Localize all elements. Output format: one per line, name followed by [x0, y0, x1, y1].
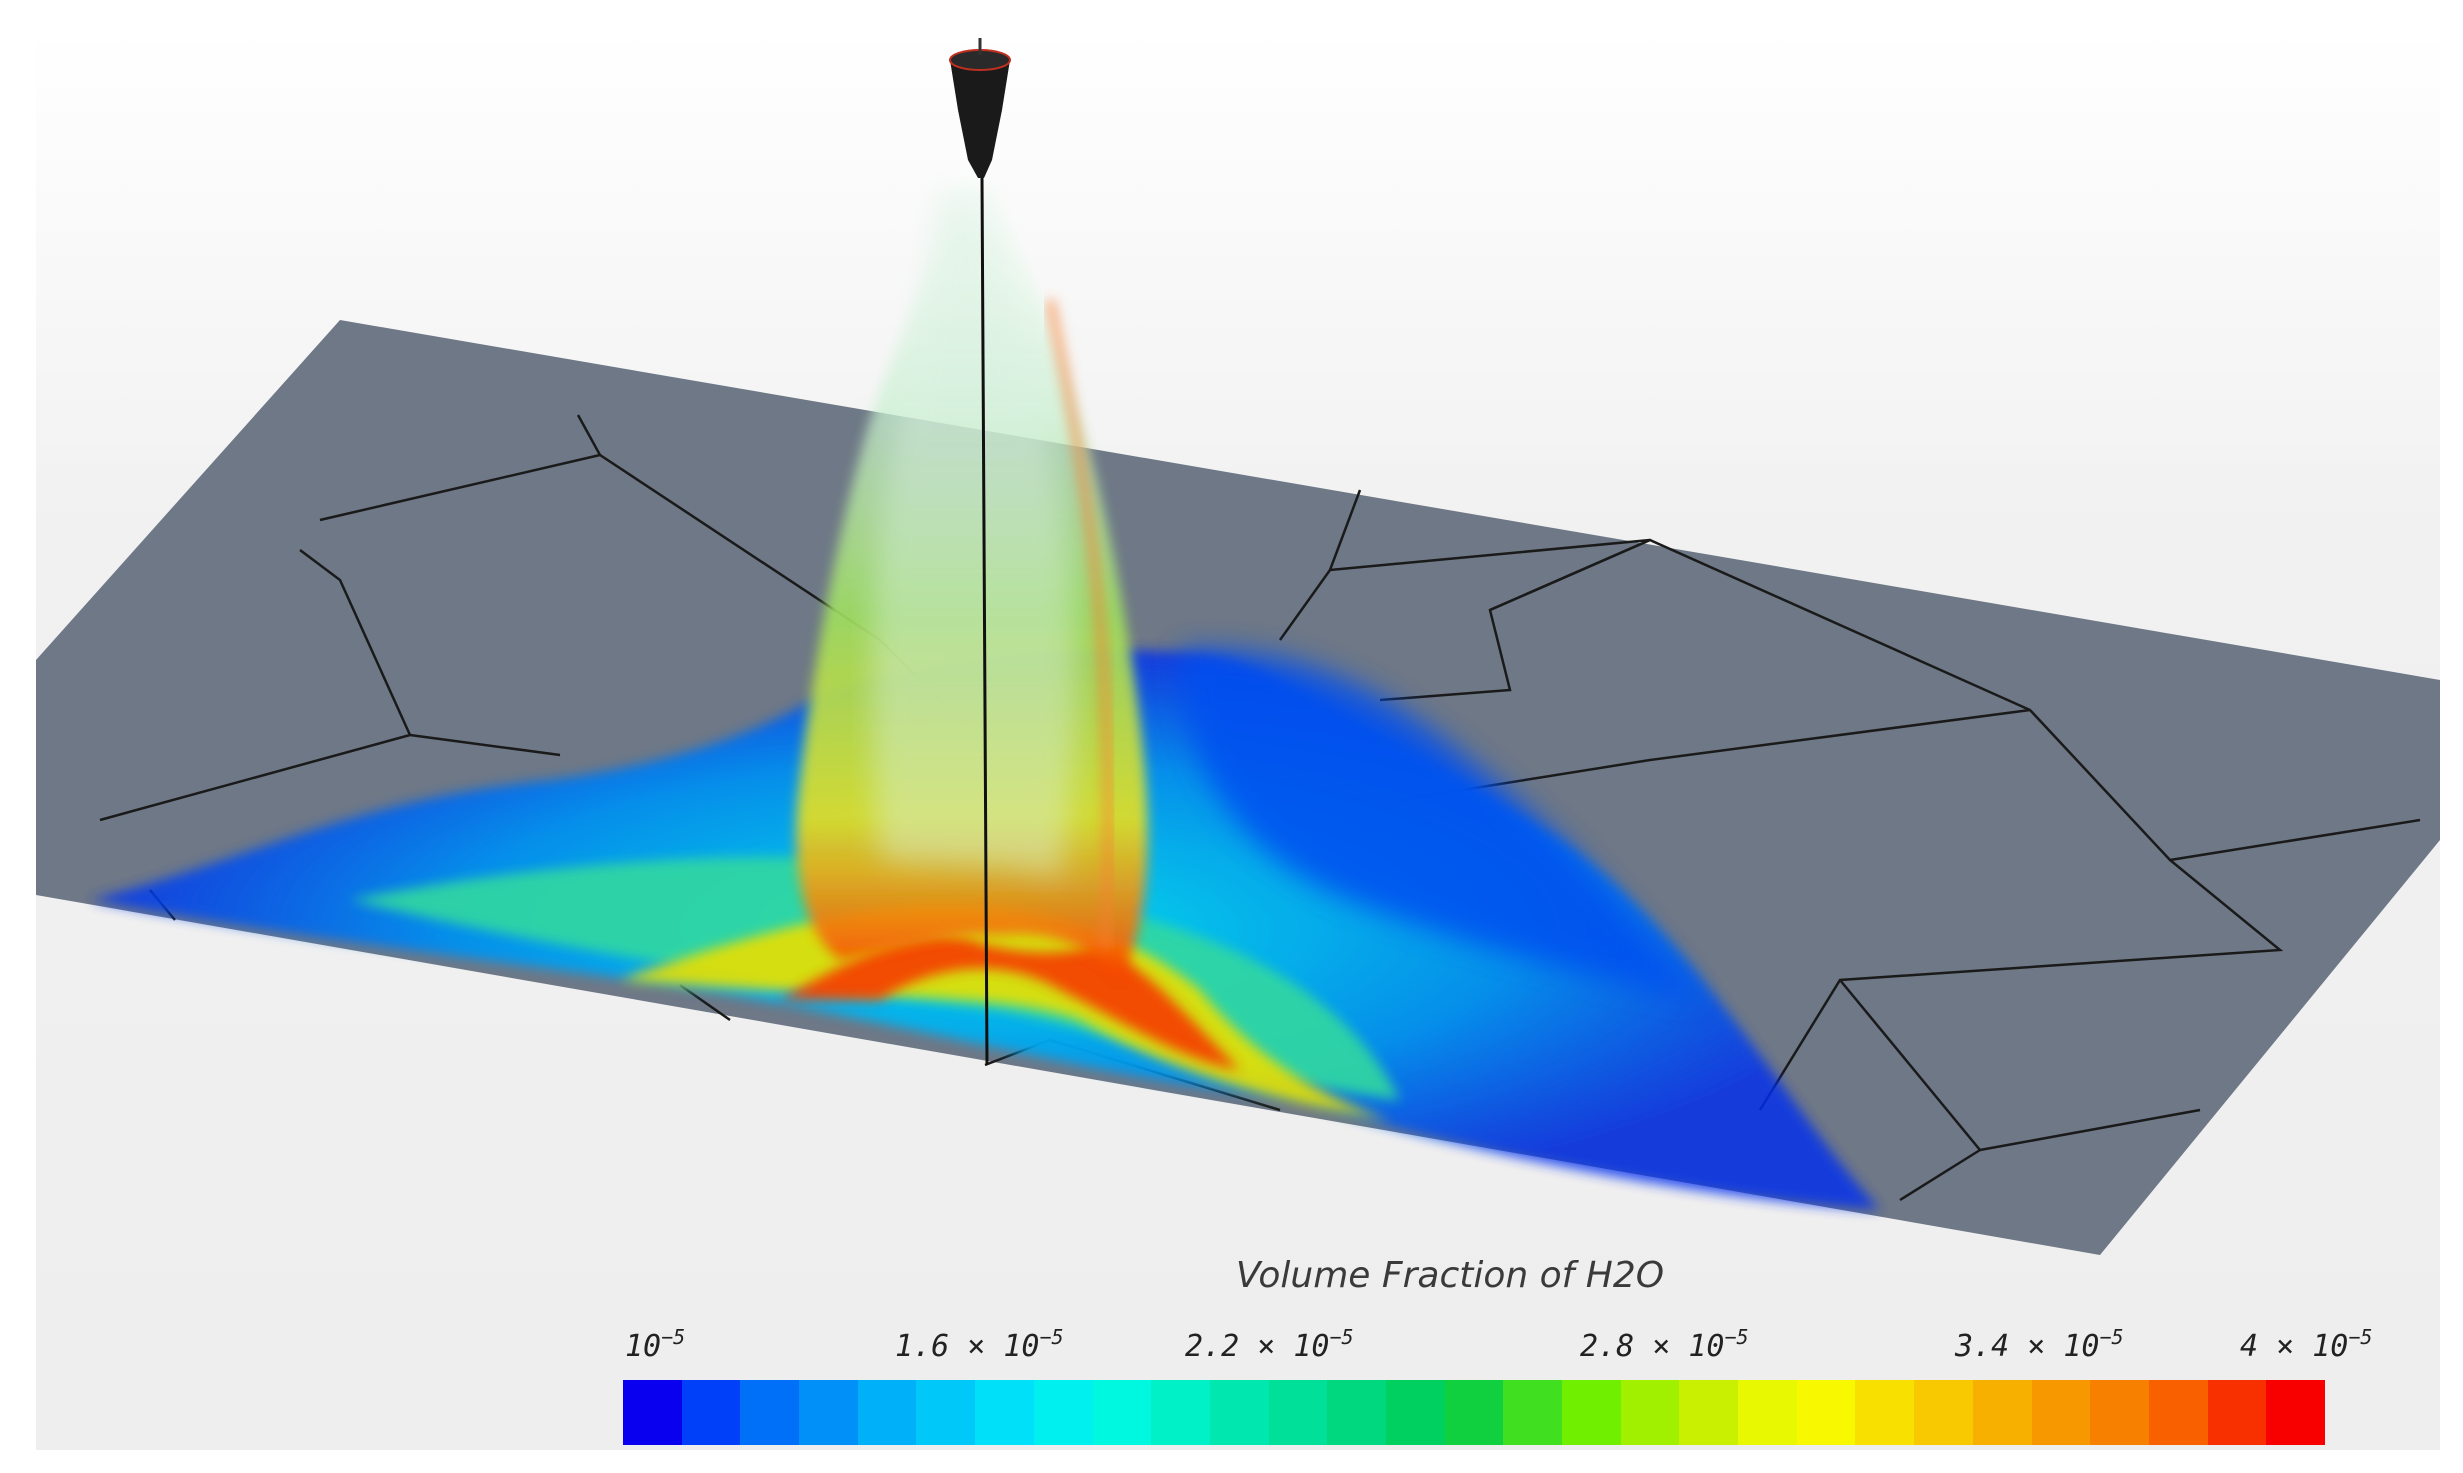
colorbar-swatch	[1444, 1380, 1504, 1445]
nozzle	[949, 38, 1011, 178]
colorbar-swatch	[1562, 1380, 1621, 1445]
colorbar-swatch	[1385, 1380, 1445, 1445]
colorbar-swatch	[975, 1380, 1034, 1445]
spray-plume	[796, 170, 1148, 980]
colorbar-swatch	[1268, 1380, 1328, 1445]
tick-label: 2.2 × 10−5	[1185, 1325, 1354, 1364]
colorbar-swatch	[1972, 1380, 2032, 1445]
colorbar-swatch	[1092, 1380, 1152, 1445]
colorbar-swatch	[2148, 1380, 2208, 1445]
colorbar-swatch	[1503, 1380, 1562, 1445]
tick-label: 10−5	[625, 1325, 686, 1364]
colorbar-swatch	[1209, 1380, 1269, 1445]
tick-label: 2.8 × 10−5	[1580, 1325, 1749, 1364]
colorbar	[623, 1380, 2325, 1445]
colorbar-swatch	[2090, 1380, 2149, 1445]
colorbar-swatch	[1033, 1380, 1093, 1445]
axis-line	[980, 177, 989, 1066]
colorbar-swatch	[1327, 1380, 1386, 1445]
edge-shade	[2440, 0, 2463, 1473]
colorbar-swatch	[1620, 1380, 1680, 1445]
colorbar-swatch	[1738, 1380, 1797, 1445]
tick-label: 3.4 × 10−5	[1955, 1325, 2124, 1364]
colorbar-swatch	[1914, 1380, 1973, 1445]
colorbar-swatch	[681, 1380, 741, 1445]
colorbar-swatch	[857, 1380, 917, 1445]
tick-label: 4 × 10−5	[2240, 1325, 2373, 1364]
colorbar-swatch	[2031, 1380, 2091, 1445]
colorbar-swatch	[740, 1380, 800, 1445]
colorbar-swatch	[1679, 1380, 1739, 1445]
colorbar-swatch	[916, 1380, 976, 1445]
colorbar-swatch	[2266, 1380, 2325, 1445]
colorbar-swatch	[799, 1380, 858, 1445]
colorbar-swatch	[2207, 1380, 2267, 1445]
colorbar-swatch	[1855, 1380, 1915, 1445]
colorbar-swatch	[1151, 1380, 1210, 1445]
colorbar-swatch	[1796, 1380, 1856, 1445]
tick-label: 1.6 × 10−5	[895, 1325, 1064, 1364]
legend-title: Volume Fraction of H2O	[1235, 1255, 1665, 1296]
colorbar-swatch	[623, 1380, 682, 1445]
